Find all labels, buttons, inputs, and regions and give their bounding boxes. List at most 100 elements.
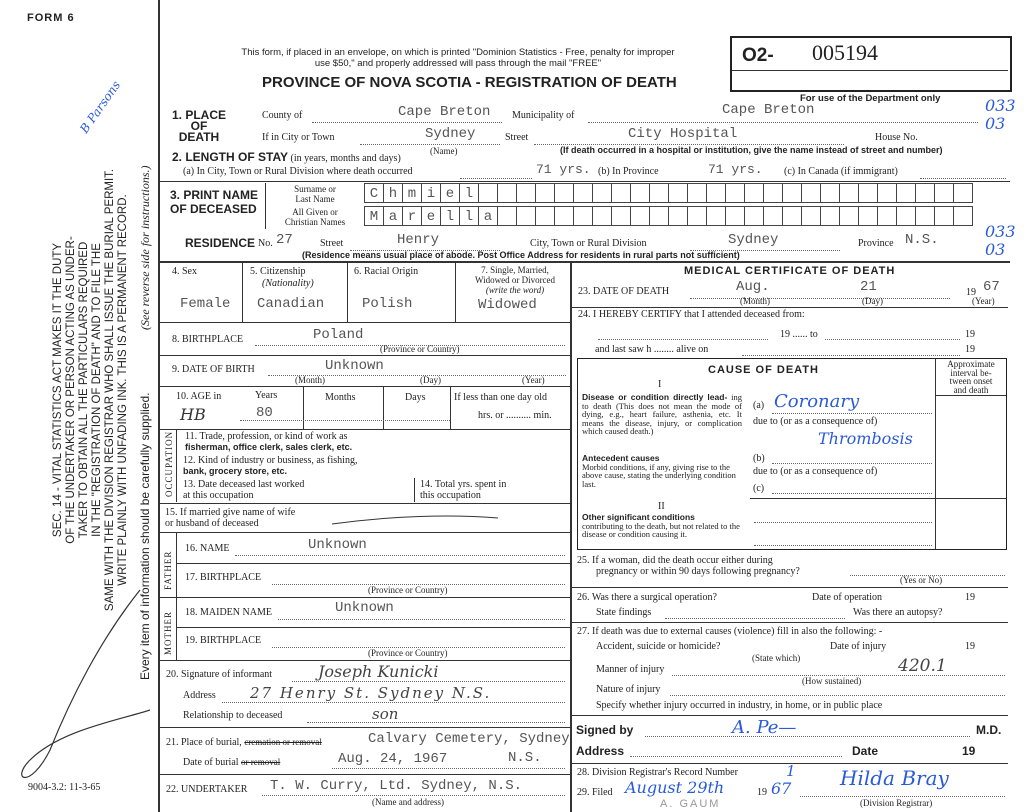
- letter-cell[interactable]: [706, 206, 725, 226]
- letter-cell[interactable]: [497, 206, 516, 226]
- letter-cell[interactable]: [516, 183, 535, 203]
- dob-value: Unknown: [325, 358, 384, 374]
- city-value: Sydney: [425, 126, 476, 142]
- years-value: 80: [256, 405, 273, 421]
- letter-cell[interactable]: [877, 206, 896, 226]
- letter-cell[interactable]: [744, 183, 763, 203]
- letter-cell[interactable]: [516, 206, 535, 226]
- hint: (Month): [740, 296, 770, 306]
- hint: (Day): [862, 296, 883, 306]
- letter-cell[interactable]: i: [421, 183, 440, 203]
- t: ing to death (This does not mean the mod…: [582, 392, 742, 437]
- registration-number-box: [730, 36, 1012, 92]
- letter-cell[interactable]: [725, 183, 744, 203]
- letter-cell[interactable]: [934, 206, 953, 226]
- divider: [176, 563, 570, 564]
- surname-label: Surname or Last Name: [270, 184, 360, 204]
- letter-cell[interactable]: [630, 183, 649, 203]
- q27: 27. If death was due to external causes …: [577, 626, 883, 637]
- letter-cell[interactable]: a: [478, 206, 497, 226]
- letter-cell[interactable]: [763, 206, 782, 226]
- letter-cell[interactable]: [687, 183, 706, 203]
- letter-cell[interactable]: a: [383, 206, 402, 226]
- letter-cell[interactable]: [877, 183, 896, 203]
- notice-line: SAME WITH THE DIVISION REGISTRAR WHO SHA…: [104, 168, 116, 612]
- letter-cell[interactable]: [554, 183, 573, 203]
- letter-cell[interactable]: [611, 183, 630, 203]
- letter-cell[interactable]: l: [459, 183, 478, 203]
- letter-cell[interactable]: [820, 183, 839, 203]
- letter-cell[interactable]: [573, 183, 592, 203]
- letter-cell[interactable]: [839, 183, 858, 203]
- hint: (Year): [522, 375, 545, 385]
- print-name-label: 3. PRINT NAME OF DECEASED: [170, 188, 258, 216]
- letter-cell[interactable]: e: [440, 183, 459, 203]
- leader: [262, 795, 565, 796]
- letter-cell[interactable]: [649, 206, 668, 226]
- letter-cell[interactable]: [820, 206, 839, 226]
- letter-cell[interactable]: [915, 183, 934, 203]
- letter-cell[interactable]: [725, 206, 744, 226]
- residence-province-label: Province: [858, 238, 894, 249]
- cause-b-label: (b): [753, 453, 765, 464]
- letter-cell[interactable]: [687, 206, 706, 226]
- letter-cell[interactable]: [934, 183, 953, 203]
- letter-cell[interactable]: [744, 206, 763, 226]
- label-line: Christian Names: [284, 217, 346, 227]
- label-line: 7. Single, Married,: [481, 265, 549, 275]
- letter-cell[interactable]: [801, 183, 820, 203]
- letter-cell[interactable]: l: [459, 206, 478, 226]
- letter-cell[interactable]: e: [421, 206, 440, 226]
- letter-cell[interactable]: [592, 183, 611, 203]
- letter-cell[interactable]: [782, 206, 801, 226]
- letter-cell[interactable]: [801, 206, 820, 226]
- dept-code: 03: [985, 114, 1006, 133]
- letter-cell[interactable]: [896, 206, 915, 226]
- letter-cell[interactable]: h: [383, 183, 402, 203]
- letter-cell[interactable]: [915, 206, 934, 226]
- letter-cell[interactable]: [535, 183, 554, 203]
- letter-cell[interactable]: C: [364, 183, 383, 203]
- letter-cell[interactable]: [554, 206, 573, 226]
- letter-cell[interactable]: [953, 206, 972, 226]
- letter-cell[interactable]: [535, 206, 554, 226]
- burial-place-value: Calvary Cemetery, Sydney: [368, 731, 570, 747]
- letter-cell[interactable]: [953, 183, 972, 203]
- letter-cell[interactable]: [630, 206, 649, 226]
- q-line: 13. Date deceased last worked: [183, 479, 305, 490]
- letter-cell[interactable]: [782, 183, 801, 203]
- letter-cell[interactable]: r: [402, 206, 421, 226]
- q-line: fisherman, office clerk, sales clerk, et…: [185, 442, 353, 452]
- q-line: bank, grocery store, etc.: [183, 466, 288, 476]
- leader: [825, 339, 960, 340]
- letter-cell[interactable]: M: [364, 206, 383, 226]
- letter-cell[interactable]: [896, 183, 915, 203]
- leader: [278, 619, 565, 620]
- letter-cell[interactable]: m: [402, 183, 421, 203]
- mother-maiden-label: 18. MAIDEN NAME: [185, 607, 272, 618]
- letter-cell[interactable]: [668, 183, 687, 203]
- signed-by-label: Signed by: [576, 723, 634, 737]
- letter-cell[interactable]: [706, 183, 725, 203]
- undertaker-label: 22. UNDERTAKER: [166, 784, 248, 795]
- mother-maiden-value: Unknown: [335, 600, 394, 616]
- letter-cell[interactable]: [497, 183, 516, 203]
- notice-line: OF THE UNDERTAKER OR PERSON ACTING AS UN…: [65, 236, 77, 544]
- divider: [572, 307, 1008, 308]
- letter-cell[interactable]: [858, 183, 877, 203]
- letter-cell[interactable]: [858, 206, 877, 226]
- letter-cell[interactable]: [592, 206, 611, 226]
- letter-cell[interactable]: [649, 183, 668, 203]
- letter-cell[interactable]: [478, 183, 497, 203]
- reg-number: 005194: [812, 40, 878, 65]
- label: Date of burial: [183, 757, 239, 768]
- letter-cell[interactable]: [668, 206, 687, 226]
- letter-cell[interactable]: [611, 206, 630, 226]
- letter-cell[interactable]: l: [440, 206, 459, 226]
- letter-cell[interactable]: [573, 206, 592, 226]
- letter-cell[interactable]: [763, 183, 782, 203]
- q13: 13. Date deceased last worked at this occ…: [183, 479, 304, 501]
- letter-cell[interactable]: [839, 206, 858, 226]
